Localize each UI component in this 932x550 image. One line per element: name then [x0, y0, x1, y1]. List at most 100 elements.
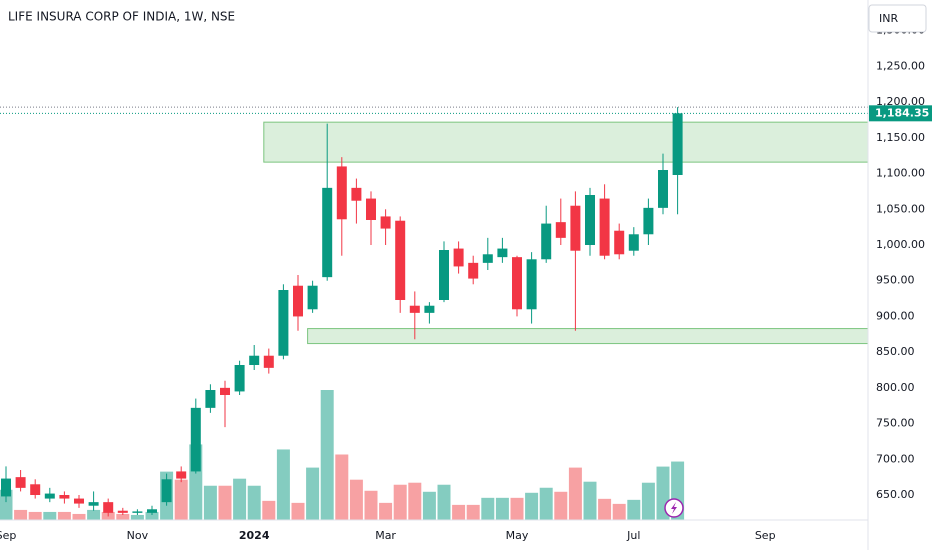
volume-bar [262, 500, 276, 520]
candle-body [599, 198, 610, 256]
volume-bar [627, 499, 641, 520]
volume-bar [568, 467, 582, 520]
volume-bar [291, 502, 305, 520]
candle-body [658, 170, 668, 208]
volume-bar [28, 511, 42, 520]
volume-bar [0, 489, 13, 520]
volume-bar [306, 467, 320, 520]
candle-body [117, 510, 128, 513]
candle-body [44, 493, 55, 499]
y-tick-label: 700.00 [876, 452, 915, 465]
volume-bar [57, 511, 71, 520]
candle-body [482, 254, 493, 263]
x-tick-label: Nov [127, 529, 149, 542]
volume-bar [218, 485, 232, 520]
volume-bar [349, 479, 363, 520]
volume-bar [276, 449, 290, 520]
zone [307, 328, 869, 345]
y-tick-label: 1,000.00 [876, 238, 925, 251]
candle-body [336, 166, 347, 220]
candle-body [541, 223, 552, 260]
candle-body [59, 495, 70, 499]
volume-bar [87, 509, 101, 520]
candle-body [395, 220, 406, 300]
volume-bar [130, 514, 144, 520]
x-tick-label: Sep [755, 529, 776, 542]
currency-label[interactable]: INR [879, 12, 898, 25]
x-tick-label: Sep [0, 529, 16, 542]
candle-body [614, 230, 625, 255]
volume-bar [408, 482, 422, 520]
volume-bar [393, 484, 407, 520]
candle-body [409, 305, 420, 313]
y-tick-label: 950.00 [876, 274, 915, 287]
currency-button[interactable] [868, 4, 927, 33]
y-tick-label: 1,100.00 [876, 167, 925, 180]
candle-body [453, 248, 464, 267]
y-tick-label: 900.00 [876, 309, 915, 322]
candle-body [351, 187, 362, 201]
candle-body [30, 484, 41, 495]
volume-bar [174, 479, 188, 520]
volume-bar [247, 485, 261, 520]
candle-body [526, 259, 537, 310]
last-price-badge [869, 105, 932, 122]
x-tick-label: 2024 [239, 529, 270, 542]
volume-bar [203, 485, 217, 520]
candle-body [585, 195, 595, 245]
y-tick-label: 850.00 [876, 345, 915, 358]
candle-body [263, 355, 274, 368]
volume-bar [422, 491, 436, 520]
volume-bar [437, 484, 451, 520]
volume-bar [554, 491, 568, 520]
y-tick-label: 650.00 [876, 488, 915, 501]
candle-body [628, 234, 639, 251]
candle-body [132, 511, 143, 513]
candle-body [278, 290, 289, 356]
candle-body [147, 509, 157, 513]
candle-body [1, 478, 11, 497]
volume-bar [612, 503, 626, 520]
candle-body [293, 285, 303, 317]
volume-bar [525, 492, 539, 520]
y-tick-label: 750.00 [876, 417, 915, 430]
volume-bar [510, 497, 524, 520]
volume-bar [495, 497, 509, 520]
candle-body [439, 250, 449, 300]
y-tick-label: 800.00 [876, 381, 915, 394]
volume-bar [641, 482, 655, 520]
volume-bar [379, 502, 393, 520]
y-tick-label: 1,150.00 [876, 131, 925, 144]
candle-body [322, 187, 333, 278]
volume-bar [481, 497, 495, 520]
candle-body [161, 479, 172, 503]
y-tick-label: 1,200.00 [876, 95, 925, 108]
candle-body [424, 305, 435, 313]
volume-bar [116, 513, 130, 520]
zone [263, 121, 869, 163]
volume-bar [145, 511, 159, 520]
candle-body [555, 222, 566, 238]
volume-bar [335, 454, 349, 520]
candle-body [380, 216, 391, 229]
volume-bar [466, 504, 480, 520]
candle-body [176, 471, 187, 479]
candle-body [220, 387, 230, 395]
candle-body [249, 355, 260, 365]
y-tick-label: 1,250.00 [876, 59, 925, 72]
candle-body [15, 477, 26, 488]
last-price-label: 1,184.35 [875, 106, 929, 119]
x-tick-label: May [506, 529, 529, 542]
volume-bar [598, 498, 612, 520]
volume-bar [72, 513, 86, 520]
volume-bar [43, 511, 57, 520]
candle-body [512, 257, 522, 310]
x-tick-label: Jul [626, 529, 640, 542]
axes: 650.00 700.00 750.00 800.00 850.00 900.00 950.… [0, 24, 932, 542]
x-tick-label: Mar [375, 529, 396, 542]
candle-body [205, 390, 216, 408]
candle-body [88, 502, 99, 506]
chart-title: LIFE INSURA CORP OF INDIA, 1W, NSE [8, 10, 235, 24]
plot-area [0, 106, 869, 520]
